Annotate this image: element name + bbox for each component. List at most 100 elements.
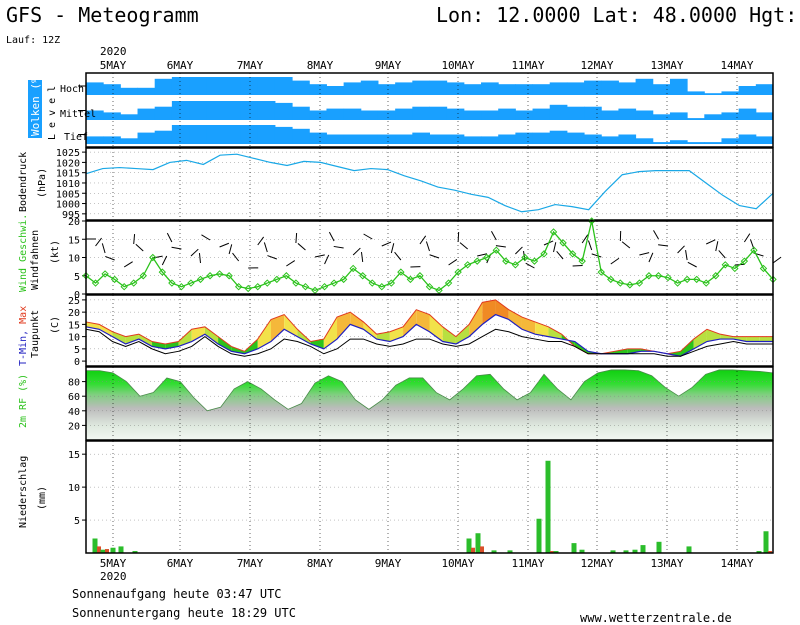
cloud-cell-hoch <box>120 87 139 95</box>
wind-barb <box>123 261 133 268</box>
wind-barb <box>257 236 265 246</box>
precip-bar-secondary <box>480 546 484 553</box>
panel-frame <box>85 147 774 221</box>
wind-barb <box>297 243 306 251</box>
cloud-cell-tief <box>429 134 448 144</box>
cloud-cell-hoch <box>738 86 757 95</box>
wind-point <box>654 272 663 280</box>
temp-band <box>746 336 760 342</box>
cloud-level-label: L e v e l <box>47 86 58 140</box>
wind-barb <box>457 231 460 243</box>
cloud-cell-hoch <box>86 82 104 95</box>
x-tick-label-bottom: 10MAY <box>441 557 474 570</box>
cloud-cell-hoch <box>326 86 345 95</box>
year-label-top: 2020 <box>100 45 127 58</box>
wind-barb <box>328 231 335 242</box>
cloud-cell-hoch <box>412 80 430 95</box>
cloud-cell-hoch <box>257 77 276 95</box>
wind-tick-label: 5 <box>74 272 80 283</box>
wind-panel: 0 5 10 15 20 <box>68 217 782 301</box>
pressure-tick-label: 1010 <box>56 179 80 190</box>
temp-band <box>693 329 707 349</box>
wind-barb <box>419 235 427 245</box>
cloud-cell-hoch <box>618 82 637 95</box>
wind-point <box>110 275 119 284</box>
wind-point <box>206 272 214 280</box>
wind-point <box>549 228 558 236</box>
wind-barb <box>556 251 564 260</box>
cloud-cell-hoch <box>532 84 551 95</box>
precip-bar <box>553 551 559 553</box>
wind-point <box>483 253 491 262</box>
wind-barb <box>333 245 344 249</box>
x-tick-label-top: 6MAY <box>167 59 194 72</box>
temp-band <box>720 334 734 340</box>
cloud-cell-tief <box>86 136 104 144</box>
cloud-cell-hoch <box>171 77 190 95</box>
wind-point <box>406 275 415 284</box>
precip-tick-label: 15 <box>68 450 80 461</box>
temp-band <box>706 329 721 342</box>
cloud-cell-tief <box>687 142 705 144</box>
wind-point <box>473 257 481 265</box>
cloud-cell-tief <box>755 136 774 144</box>
cloud-cell-tief <box>738 134 757 144</box>
x-tick-label-top: 5MAY <box>100 59 127 72</box>
wind-barb <box>743 233 751 243</box>
tmin-line <box>85 313 773 357</box>
wind-tick-label: 10 <box>68 254 80 265</box>
cloud-cell-hoch <box>721 91 740 95</box>
cloud-cell-mittel <box>549 104 568 120</box>
temp-band <box>191 326 205 342</box>
wind-barb <box>228 244 233 255</box>
wind-barb <box>133 233 136 245</box>
cloud-cell-tief <box>601 136 619 144</box>
cloud-cell-mittel <box>463 110 482 120</box>
wind-point <box>149 253 157 262</box>
cloud-level-low: Tief <box>64 132 88 143</box>
wind-point <box>158 268 167 276</box>
temp-tick-label: 5 <box>74 345 80 356</box>
cloud-cell-mittel <box>395 108 413 120</box>
wind-barb <box>459 242 468 250</box>
temp-tick-label: 20 <box>68 308 80 319</box>
wind-barb <box>491 231 497 241</box>
wind-barb <box>610 257 620 265</box>
cloud-cell-hoch <box>223 77 242 95</box>
wind-point <box>530 257 539 265</box>
wind-point <box>330 279 338 287</box>
precip-bar <box>686 546 692 553</box>
x-tick-label-top: 10MAY <box>441 59 474 72</box>
cloud-cell-hoch <box>343 82 362 95</box>
wind-point <box>597 268 605 276</box>
wind-barb <box>515 246 523 255</box>
temp-band <box>469 302 483 337</box>
cloud-cell-mittel <box>171 101 190 120</box>
temp-band <box>627 348 641 354</box>
wind-barb <box>425 241 430 252</box>
wind-barb <box>263 242 268 253</box>
wind-point <box>568 250 577 258</box>
cloud-cell-tief <box>326 134 345 144</box>
wind-barb <box>314 254 325 258</box>
wind-speed-line <box>85 220 774 292</box>
wind-barb <box>101 243 106 254</box>
x-tick-label-top: 8MAY <box>307 59 334 72</box>
wind-point <box>368 279 376 287</box>
x-tick-label-top: 11MAY <box>511 59 544 72</box>
cloud-cell-mittel <box>532 108 551 120</box>
cloud-cell-mittel <box>584 106 602 120</box>
cloud-cell-mittel <box>566 106 585 120</box>
wind-point <box>187 279 195 287</box>
pressure-tick-label: 1020 <box>56 158 80 169</box>
cloud-cell-mittel <box>498 108 516 120</box>
wind-point <box>692 275 701 284</box>
wind-barb <box>572 264 583 267</box>
temp-band <box>680 339 694 357</box>
wind-barb <box>581 234 589 244</box>
precip-bar <box>610 550 616 553</box>
precip-bar <box>491 550 497 553</box>
cloud-cell-mittel <box>257 101 276 120</box>
wind-point <box>168 279 176 287</box>
cloud-cell-mittel <box>446 108 465 120</box>
